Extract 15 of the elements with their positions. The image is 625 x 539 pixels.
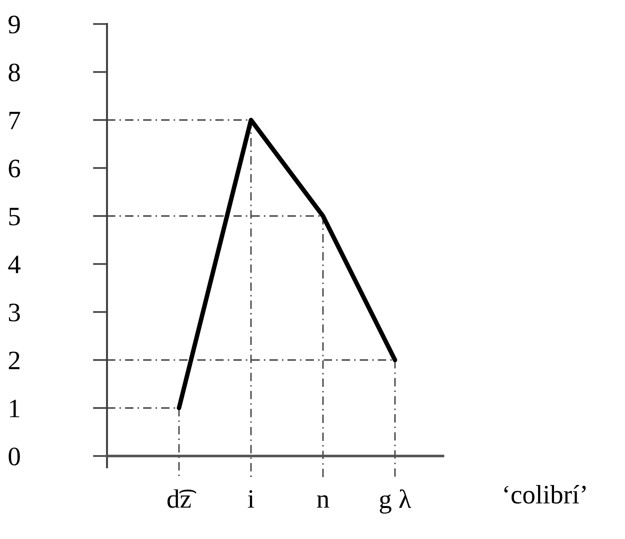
text: ‘colibrí’ <box>504 484 586 504</box>
y-tick-label: 8 <box>8 64 20 82</box>
y-tick-label: 4 <box>8 256 20 274</box>
y-tick-label: 6 <box>8 160 20 178</box>
x-tick-label: d͡z <box>167 489 196 508</box>
y-tick-label: 2 <box>8 352 20 370</box>
y-tick-label: 1 <box>10 400 20 418</box>
y-tick-label: 7 <box>9 112 20 130</box>
y-tick-label: 0 <box>8 448 20 466</box>
x-tick-label: i <box>248 490 254 508</box>
y-tick-label: 9 <box>8 16 20 34</box>
y-tick-label: 5 <box>9 208 20 226</box>
y-tick-label: 3 <box>8 304 20 322</box>
x-tick-label: g λ <box>380 489 412 514</box>
x-tick-label: n <box>316 495 330 508</box>
